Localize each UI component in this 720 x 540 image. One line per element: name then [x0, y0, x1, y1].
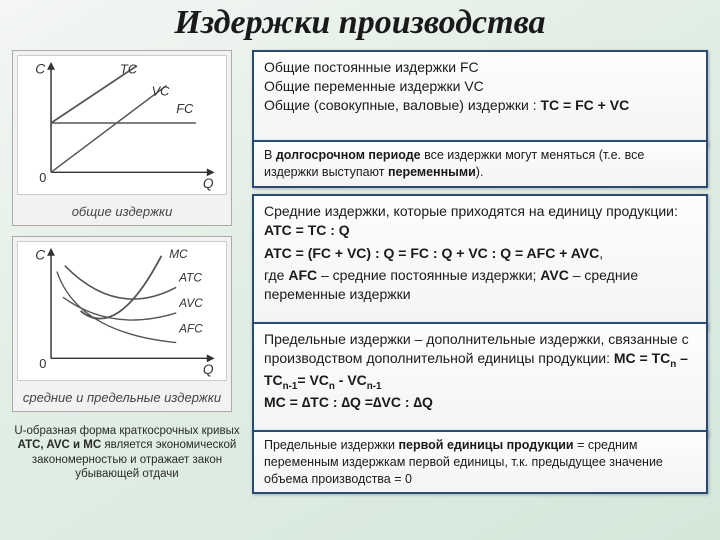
chart2-label-avc: AVC: [178, 296, 203, 310]
chart1-x-label: Q: [203, 176, 214, 191]
chart1-origin: 0: [39, 170, 46, 185]
chart1-caption: общие издержки: [17, 200, 227, 221]
chart2-label-afc: AFC: [178, 322, 203, 336]
right-column: Общие постоянные издержки FC Общие перем…: [252, 50, 708, 496]
chart1-label-tc: TC: [120, 62, 138, 77]
chart2-label-atc: ATC: [178, 270, 202, 284]
chart1-y-label: C: [35, 62, 46, 77]
chart2-label-mc: MC: [169, 247, 188, 261]
box-first-unit: Предельные издержки первой единицы проду…: [252, 430, 708, 495]
box-marginal-costs: Предельные издержки – дополнительные изд…: [252, 322, 708, 438]
chart-total-costs: C Q 0 TC VC FC общие издержки: [12, 50, 232, 226]
chart1-svg: C Q 0 TC VC FC: [17, 55, 227, 195]
chart2-y-label: C: [35, 248, 46, 263]
chart2-caption: средние и предельные издержки: [17, 386, 227, 407]
chart1-label-fc: FC: [176, 101, 194, 116]
b3-line2: ATC = (FC + VC) : Q = FC : Q + VC : Q = …: [264, 244, 696, 263]
box-average-costs: Средние издержки, которые приходятся на …: [252, 194, 708, 330]
b4-line2: MC = ∆TC : ∆Q =∆VC : ∆Q: [264, 393, 696, 412]
b1-line2: Общие переменные издержки VC: [264, 77, 696, 96]
b3-line1: Средние издержки, которые приходятся на …: [264, 202, 696, 240]
chart2-x-label: Q: [203, 362, 214, 377]
left-column: C Q 0 TC VC FC общие издержки C Q 0: [12, 50, 242, 484]
b1-line3: Общие (совокупные, валовые) издержки : T…: [264, 96, 696, 115]
b4-line1: Предельные издержки – дополнительные изд…: [264, 330, 696, 393]
u-shape-note: U-образная форма краткосрочных кривых AT…: [12, 422, 242, 484]
box-total-costs: Общие постоянные издержки FC Общие перем…: [252, 50, 708, 148]
b1-line1: Общие постоянные издержки FC: [264, 58, 696, 77]
chart1-label-vc: VC: [152, 83, 171, 98]
box-long-run: В долгосрочном периоде все издержки могу…: [252, 140, 708, 188]
chart2-svg: C Q 0 MC ATC AVC AFC: [17, 241, 227, 381]
chart2-origin: 0: [39, 356, 46, 371]
chart-avg-marginal: C Q 0 MC ATC AVC AFC средние и предельны…: [12, 236, 232, 412]
page-title: Издержки производства: [0, 0, 720, 42]
b3-line3: где AFC – средние постоянные издержки; A…: [264, 266, 696, 304]
